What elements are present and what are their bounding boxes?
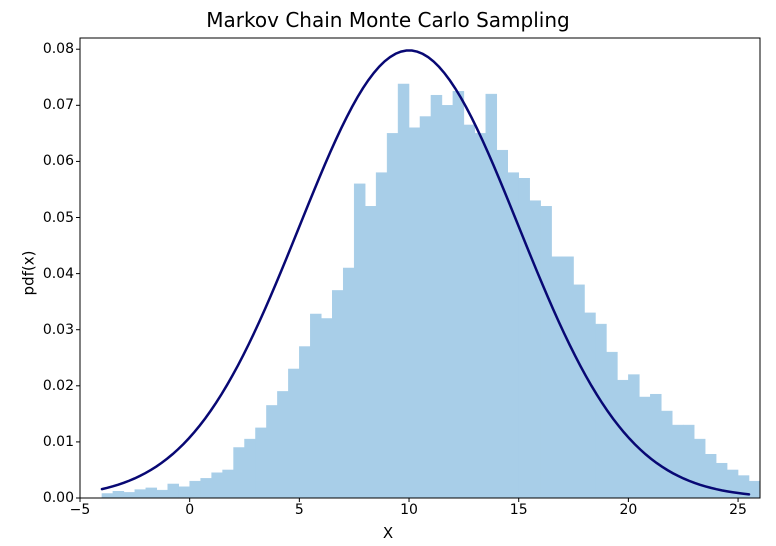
histogram-bar	[705, 454, 716, 498]
figure: Markov Chain Monte Carlo Sampling pdf(x)…	[0, 0, 776, 546]
histogram-bar	[574, 285, 585, 498]
y-tick-label: 0.01	[14, 434, 74, 450]
histogram-bar	[420, 117, 431, 498]
histogram-bar	[255, 428, 266, 498]
histogram-bar	[135, 490, 146, 498]
histogram-bar	[716, 463, 727, 498]
histogram-bar	[650, 394, 661, 498]
histogram-bar	[310, 314, 321, 498]
histogram-bar	[299, 347, 310, 498]
histogram-bar	[124, 492, 135, 498]
x-tick-label: 15	[510, 502, 528, 518]
histogram-bar	[606, 352, 617, 498]
histogram-bar	[168, 484, 179, 498]
histogram-bar	[223, 470, 234, 498]
histogram-bar	[234, 448, 245, 498]
y-tick-label: 0.03	[14, 322, 74, 338]
histogram-bar	[431, 95, 442, 498]
histogram-bar	[321, 318, 332, 498]
histogram-bar	[113, 491, 124, 498]
histogram-bar	[639, 397, 650, 498]
histogram-bar	[672, 425, 683, 498]
chart-title: Markov Chain Monte Carlo Sampling	[0, 8, 776, 32]
histogram-bar	[683, 425, 694, 498]
histogram-bars	[102, 84, 760, 498]
histogram-bar	[387, 133, 398, 498]
histogram-bar	[277, 391, 288, 498]
y-tick-label: 0.05	[14, 210, 74, 226]
histogram-bar	[749, 481, 760, 498]
x-tick-label: 10	[400, 502, 418, 518]
histogram-bar	[585, 313, 596, 498]
histogram-bar	[541, 206, 552, 498]
y-tick-label: 0.06	[14, 153, 74, 169]
plot-svg	[80, 38, 760, 498]
x-tick-label: −5	[70, 502, 91, 518]
histogram-bar	[595, 324, 606, 498]
histogram-bar	[212, 473, 223, 498]
histogram-bar	[146, 488, 157, 498]
histogram-bar	[519, 178, 530, 498]
histogram-bar	[628, 375, 639, 498]
histogram-bar	[497, 150, 508, 498]
histogram-bar	[442, 105, 453, 498]
plot-area	[80, 38, 760, 498]
y-tick-label: 0.08	[14, 41, 74, 57]
histogram-bar	[179, 487, 190, 498]
histogram-bar	[288, 369, 299, 498]
histogram-bar	[343, 268, 354, 498]
y-tick-label: 0.07	[14, 97, 74, 113]
y-tick-label: 0.02	[14, 378, 74, 394]
y-tick-label: 0.04	[14, 266, 74, 282]
histogram-bar	[157, 490, 168, 498]
histogram-bar	[266, 405, 277, 498]
histogram-bar	[661, 411, 672, 498]
x-tick-label: 25	[729, 502, 747, 518]
histogram-bar	[102, 494, 113, 498]
histogram-bar	[464, 125, 475, 498]
x-tick-label: 0	[185, 502, 194, 518]
histogram-bar	[190, 481, 201, 498]
histogram-bar	[409, 128, 420, 498]
histogram-bar	[398, 84, 409, 498]
histogram-bar	[617, 380, 628, 498]
histogram-bar	[694, 439, 705, 498]
histogram-bar	[453, 91, 464, 498]
histogram-bar	[552, 257, 563, 498]
histogram-bar	[332, 290, 343, 498]
x-axis-label: X	[0, 524, 776, 542]
histogram-bar	[365, 206, 376, 498]
x-tick-label: 20	[619, 502, 637, 518]
histogram-bar	[486, 94, 497, 498]
histogram-bar	[475, 133, 486, 498]
histogram-bar	[245, 439, 256, 498]
x-tick-label: 5	[295, 502, 304, 518]
histogram-bar	[201, 478, 212, 498]
histogram-bar	[530, 201, 541, 498]
histogram-bar	[563, 257, 574, 498]
y-tick-label: 0.00	[14, 490, 74, 506]
histogram-bar	[354, 184, 365, 498]
histogram-bar	[376, 173, 387, 498]
